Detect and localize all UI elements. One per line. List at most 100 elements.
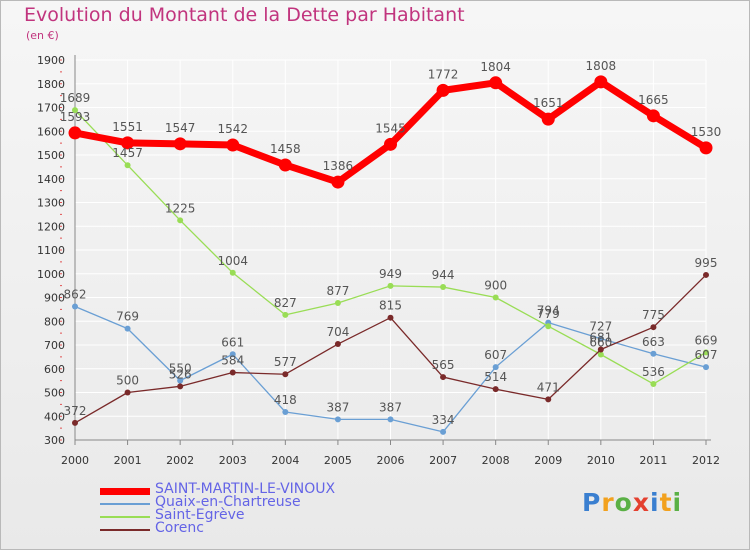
series-point bbox=[597, 335, 604, 342]
data-label: 827 bbox=[274, 296, 297, 310]
data-label: 1225 bbox=[165, 201, 196, 215]
x-tick-label: 2010 bbox=[587, 454, 615, 467]
series-point bbox=[121, 136, 135, 150]
x-tick-label: 2006 bbox=[377, 454, 405, 467]
data-label: 1804 bbox=[480, 60, 511, 74]
data-label: 769 bbox=[116, 310, 139, 324]
data-label: 565 bbox=[432, 358, 455, 372]
series-point bbox=[124, 325, 131, 332]
data-label: 1651 bbox=[533, 96, 564, 110]
chart-title: Evolution du Montant de la Dette par Hab… bbox=[24, 4, 465, 26]
series-point bbox=[594, 75, 608, 89]
data-label: 944 bbox=[432, 268, 455, 282]
series-point bbox=[124, 162, 131, 169]
data-label: 1665 bbox=[638, 93, 669, 107]
series-point bbox=[334, 341, 341, 348]
data-label: 1772 bbox=[428, 67, 459, 81]
data-label: 663 bbox=[642, 335, 665, 349]
y-tick-label: 600 bbox=[44, 363, 65, 376]
data-label: 526 bbox=[169, 367, 192, 381]
series-point bbox=[282, 408, 289, 415]
y-tick-label: 700 bbox=[44, 339, 65, 352]
y-tick-label: 1200 bbox=[37, 220, 65, 233]
legend-label: Saint-Egrève bbox=[155, 507, 245, 523]
series-point bbox=[650, 324, 657, 331]
data-label: 387 bbox=[326, 400, 349, 414]
series-point bbox=[699, 141, 713, 155]
data-label: 1542 bbox=[217, 122, 248, 136]
x-tick-label: 2002 bbox=[166, 454, 194, 467]
data-label: 500 bbox=[116, 374, 139, 388]
series-point bbox=[703, 271, 709, 278]
series-point bbox=[650, 380, 657, 387]
logo-letter: o bbox=[614, 488, 633, 517]
y-tick-label: 1800 bbox=[37, 78, 65, 91]
data-label: 1689 bbox=[60, 91, 91, 105]
series-point bbox=[334, 416, 341, 423]
x-axis: 2000 2001 2002 2003 2004 2005 2006 2007 2008 2009… bbox=[61, 439, 720, 467]
x-tick-label: 2001 bbox=[114, 454, 142, 467]
x-tick-label: 2009 bbox=[534, 454, 562, 467]
data-label: 1547 bbox=[165, 121, 196, 135]
series-point bbox=[703, 349, 709, 356]
data-label: 779 bbox=[537, 307, 560, 321]
proxiti-logo: Proxiti bbox=[582, 488, 682, 517]
data-label: 1593 bbox=[60, 110, 91, 124]
data-label: 1458 bbox=[270, 142, 301, 156]
y-tick-label: 1400 bbox=[37, 173, 65, 186]
data-label: 607 bbox=[484, 348, 507, 362]
series-point bbox=[440, 374, 447, 381]
series-point bbox=[72, 419, 78, 426]
series-point bbox=[278, 158, 292, 172]
series-point bbox=[440, 428, 447, 435]
y-tick-label: 500 bbox=[44, 387, 65, 400]
series-point bbox=[384, 137, 397, 151]
series-point bbox=[436, 83, 450, 97]
series-point bbox=[387, 416, 394, 423]
series-point bbox=[334, 299, 341, 306]
y-tick-label: 1000 bbox=[37, 268, 65, 281]
series-point bbox=[492, 386, 499, 393]
series-point bbox=[229, 269, 236, 276]
data-labels: 862 769 550 661 418 387 387 334 607 794 727 663 607 1… bbox=[60, 59, 722, 427]
legend-label: Quaix-en-Chartreuse bbox=[155, 494, 301, 510]
series-point bbox=[703, 364, 709, 371]
logo-letter: r bbox=[601, 488, 615, 517]
series-point bbox=[72, 303, 78, 310]
data-label: 877 bbox=[326, 284, 349, 298]
data-label: 900 bbox=[484, 279, 507, 293]
data-label: 794 bbox=[537, 304, 560, 318]
legend-swatch bbox=[100, 487, 150, 495]
data-label: 862 bbox=[64, 288, 87, 302]
x-tick-label: 2003 bbox=[219, 454, 247, 467]
legend-swatch bbox=[100, 503, 150, 505]
grid-lines bbox=[74, 59, 707, 441]
y-tick-label: 1700 bbox=[37, 102, 65, 115]
logo-letter: t bbox=[659, 488, 673, 517]
data-label: 536 bbox=[642, 365, 665, 379]
data-label: 1457 bbox=[112, 146, 143, 160]
logo-letter: x bbox=[632, 488, 650, 517]
data-label: 607 bbox=[695, 348, 718, 362]
series-point bbox=[124, 389, 131, 396]
legend-swatch bbox=[100, 529, 150, 531]
data-label: 660 bbox=[589, 336, 612, 350]
data-label: 815 bbox=[379, 299, 402, 313]
y-tick-label: 300 bbox=[44, 434, 65, 447]
series-point bbox=[177, 217, 184, 224]
data-label: 1551 bbox=[112, 120, 143, 134]
data-label: 669 bbox=[695, 333, 718, 347]
data-label: 727 bbox=[589, 320, 612, 334]
legend-swatch bbox=[100, 516, 150, 518]
data-label: 514 bbox=[484, 370, 507, 384]
series-point bbox=[282, 311, 289, 318]
series-point bbox=[440, 284, 447, 291]
series-point bbox=[177, 377, 184, 384]
series-point bbox=[387, 282, 394, 289]
data-label: 704 bbox=[326, 325, 349, 339]
data-label: 1530 bbox=[691, 125, 722, 139]
data-label: 471 bbox=[537, 380, 560, 394]
logo-letter: i bbox=[650, 488, 660, 517]
